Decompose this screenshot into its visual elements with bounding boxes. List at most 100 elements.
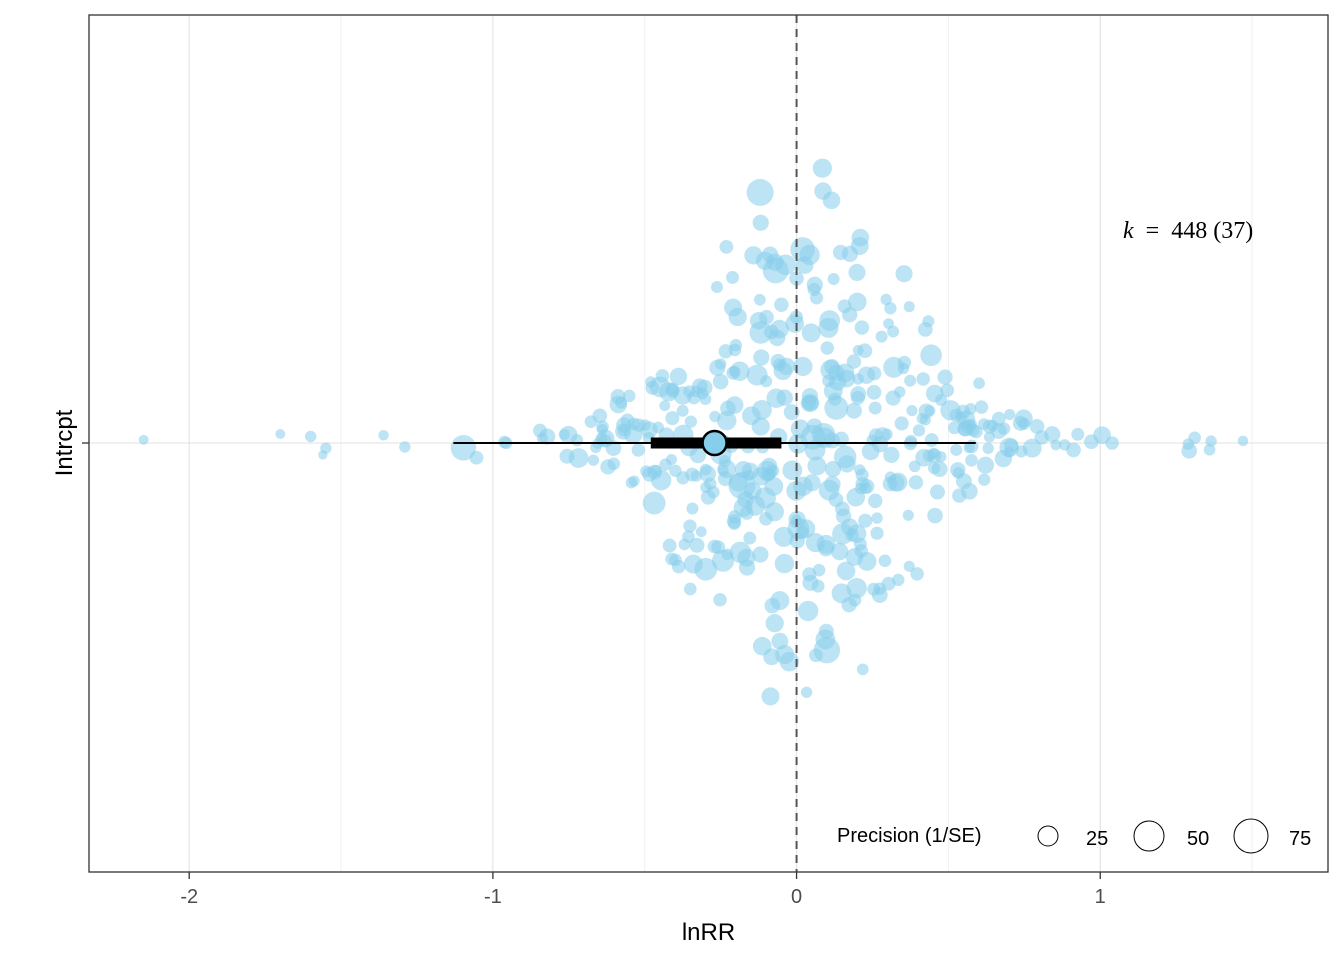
data-point: [965, 454, 978, 467]
data-point: [812, 158, 832, 178]
data-point: [858, 513, 873, 528]
data-point: [774, 297, 789, 312]
data-point: [920, 344, 942, 367]
data-point: [378, 430, 389, 441]
data-point: [737, 548, 756, 567]
data-point: [773, 526, 794, 547]
legend-size-marker: [1233, 818, 1269, 854]
data-point: [752, 636, 772, 656]
k-symbol: k: [1123, 218, 1134, 244]
data-point: [897, 355, 912, 370]
data-point: [859, 482, 872, 494]
data-point: [743, 531, 757, 545]
data-point: [774, 553, 795, 574]
data-point: [810, 291, 824, 305]
data-point: [846, 577, 867, 599]
data-point: [714, 358, 727, 370]
legend-title: Precision (1/SE): [837, 825, 982, 847]
data-point: [450, 435, 477, 461]
data-point: [320, 442, 332, 454]
data-point: [854, 320, 870, 335]
data-point: [584, 415, 598, 428]
data-point: [903, 301, 915, 313]
data-point: [761, 687, 780, 706]
data-point: [752, 214, 769, 231]
data-point: [304, 430, 317, 443]
data-point: [842, 307, 858, 323]
data-point: [931, 461, 948, 478]
data-point: [884, 471, 897, 483]
data-point: [687, 390, 701, 405]
data-point: [570, 434, 584, 447]
data-point: [850, 386, 867, 403]
data-point: [779, 652, 800, 672]
data-point: [753, 293, 766, 306]
data-point: [883, 318, 894, 330]
data-point: [856, 663, 869, 676]
data-point: [587, 454, 600, 466]
data-point: [866, 384, 882, 400]
data-point: [683, 519, 697, 533]
data-point: [820, 341, 834, 355]
data-point: [814, 427, 836, 449]
data-point: [868, 493, 883, 509]
data-point: [719, 239, 734, 254]
legend-size-marker: [1037, 825, 1059, 847]
legend-label: 25: [1086, 828, 1108, 850]
data-point: [1022, 438, 1042, 458]
legend-size-marker: [1133, 820, 1165, 852]
data-point: [1004, 408, 1016, 421]
data-point: [927, 448, 942, 463]
data-point: [904, 374, 917, 387]
data-point: [650, 464, 662, 477]
mean-estimate-point: [701, 429, 728, 457]
x-tick-label: -2: [180, 886, 198, 908]
data-point: [973, 377, 985, 390]
data-point: [1059, 439, 1071, 451]
data-point: [861, 442, 880, 461]
data-point: [982, 442, 994, 455]
data-point: [832, 523, 854, 545]
data-point: [1205, 435, 1217, 447]
data-point: [824, 358, 840, 375]
data-point: [885, 390, 901, 406]
data-point: [1181, 443, 1198, 459]
data-point: [974, 400, 989, 414]
data-point: [533, 423, 547, 438]
data-point: [950, 443, 963, 456]
data-point: [683, 582, 697, 596]
data-point: [744, 246, 763, 265]
legend-label: 75: [1289, 828, 1311, 850]
data-point: [866, 434, 878, 447]
data-point: [746, 364, 768, 386]
x-tick-label: 0: [791, 886, 802, 908]
x-axis-title: lnRR: [682, 919, 735, 946]
data-point: [1004, 438, 1019, 453]
data-point: [910, 567, 924, 581]
data-point: [662, 538, 677, 553]
data-point: [275, 429, 286, 439]
data-point: [969, 425, 983, 439]
data-point: [918, 403, 934, 419]
data-point: [766, 464, 780, 478]
data-point: [871, 512, 883, 524]
data-point: [917, 322, 933, 337]
data-point: [728, 510, 742, 524]
data-point: [797, 600, 819, 622]
k-annotation: k = 448 (37): [1123, 218, 1253, 244]
data-point: [713, 592, 727, 607]
data-point: [829, 373, 847, 391]
data-point: [766, 388, 786, 408]
data-point: [666, 382, 680, 396]
data-point: [827, 272, 840, 285]
data-point: [818, 317, 839, 338]
data-point: [764, 597, 781, 614]
data-point: [1237, 435, 1249, 447]
data-point: [607, 457, 621, 471]
data-point: [875, 330, 888, 343]
data-point: [902, 509, 914, 521]
data-point: [726, 271, 739, 284]
data-point: [631, 443, 646, 457]
data-point: [786, 480, 807, 501]
estimate-group: [453, 429, 976, 457]
